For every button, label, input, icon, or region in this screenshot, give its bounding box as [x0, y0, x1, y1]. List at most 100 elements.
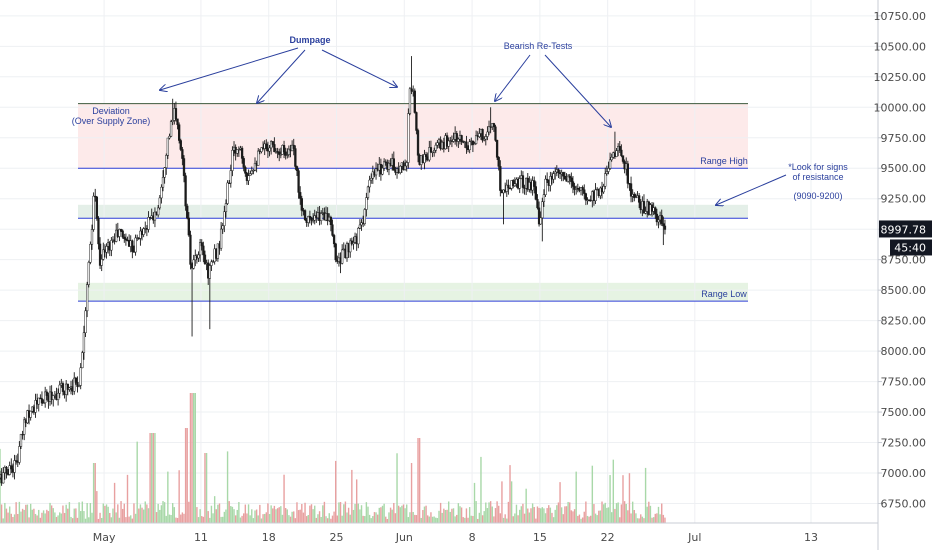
volume-bar — [68, 502, 71, 523]
candle-body — [382, 161, 386, 169]
volume-bar — [515, 504, 518, 523]
volume-bar — [310, 504, 313, 523]
volume-bar — [20, 511, 22, 523]
volume-bar — [152, 433, 155, 523]
volume-bar — [84, 518, 87, 523]
candle-body — [387, 162, 391, 170]
current-price-label: 8997.78 — [881, 223, 927, 236]
volume-bar — [467, 517, 469, 523]
volume-bar — [539, 508, 542, 523]
candle-body — [534, 186, 537, 200]
volume-bar — [397, 505, 400, 523]
candle-body — [92, 195, 95, 230]
volume-bar — [594, 513, 597, 523]
candle-body — [399, 165, 402, 173]
volume-bar — [375, 512, 377, 523]
candle-body — [8, 465, 11, 475]
volume-bar — [498, 505, 500, 523]
volume-bar — [109, 512, 111, 523]
candle-body — [568, 175, 571, 179]
candle-body — [97, 218, 100, 245]
candle-body — [189, 234, 192, 265]
volume-bar — [293, 511, 295, 523]
volume-bar — [26, 504, 29, 523]
volume-bar — [160, 505, 163, 523]
volume-bar — [575, 471, 577, 523]
candle-body — [405, 162, 408, 167]
volume-bar — [657, 506, 660, 523]
candle-body — [252, 169, 255, 172]
candle-body — [311, 219, 315, 222]
candle-body — [662, 223, 665, 227]
volume-bar — [222, 516, 224, 523]
candle-body — [513, 183, 517, 187]
volume-bar — [536, 506, 539, 523]
volume-bar — [294, 518, 297, 523]
volume-bar — [557, 502, 560, 523]
volume-bar — [39, 517, 42, 523]
volume-bar — [326, 518, 329, 523]
zone-0 — [78, 103, 748, 169]
volume-bar — [559, 482, 561, 523]
volume-bar — [517, 515, 519, 523]
candle-body — [153, 211, 157, 221]
volume-bar — [41, 512, 43, 523]
candle-body — [303, 210, 307, 220]
volume-bar — [661, 503, 663, 523]
candle-body — [487, 126, 491, 133]
y-tick-label-12: 9750.00 — [881, 132, 927, 145]
y-tick-label-7: 8500.00 — [881, 284, 927, 297]
candle-body — [607, 168, 610, 172]
candle-body — [308, 216, 312, 219]
volume-bar — [34, 513, 37, 523]
volume-bar — [456, 514, 458, 523]
candle-body — [655, 213, 659, 223]
candle-body — [198, 242, 202, 256]
candle-body — [329, 216, 333, 225]
candle-body — [58, 384, 61, 394]
candle-body — [563, 175, 567, 180]
volume-bar — [289, 516, 292, 523]
volume-bar — [341, 515, 343, 523]
candle-body — [521, 175, 525, 188]
volume-bar — [291, 511, 293, 523]
volume-bar — [396, 453, 398, 523]
candle-body — [392, 158, 395, 171]
volume-bar — [204, 453, 206, 523]
candle-body — [231, 149, 234, 171]
candle-body — [536, 199, 539, 209]
volume-bar — [318, 511, 321, 523]
volume-bar — [393, 502, 395, 523]
volume-bar — [531, 503, 534, 523]
volume-bar — [351, 469, 353, 523]
y-tick-label-13: 10000.00 — [874, 101, 927, 114]
volume-bar — [510, 481, 513, 523]
candle-body — [45, 391, 48, 396]
candle-body — [654, 207, 657, 215]
volume-bar — [451, 508, 453, 523]
volume-bar — [344, 501, 347, 523]
volume-bar — [0, 504, 3, 523]
candle-body — [5, 467, 8, 474]
volume-bar — [170, 514, 172, 523]
volume-bar — [154, 433, 156, 523]
volume-bar — [176, 517, 179, 523]
volume-bar — [100, 517, 103, 523]
candle-body — [484, 136, 487, 140]
candle-body — [365, 197, 368, 210]
candle-body — [282, 145, 286, 153]
x-tick-label-0: May — [93, 531, 116, 544]
volume-bar — [577, 515, 579, 523]
candle-body — [10, 465, 13, 470]
volume-bar — [415, 515, 418, 523]
volume-bar — [10, 513, 12, 523]
volume-bar — [241, 515, 243, 523]
volume-bar — [8, 506, 11, 523]
volume-bar — [578, 514, 581, 523]
volume-bar — [194, 393, 196, 523]
volume-bar — [18, 501, 21, 523]
candle-body — [374, 168, 378, 176]
candle-body — [657, 219, 660, 223]
candle-body — [161, 177, 165, 188]
